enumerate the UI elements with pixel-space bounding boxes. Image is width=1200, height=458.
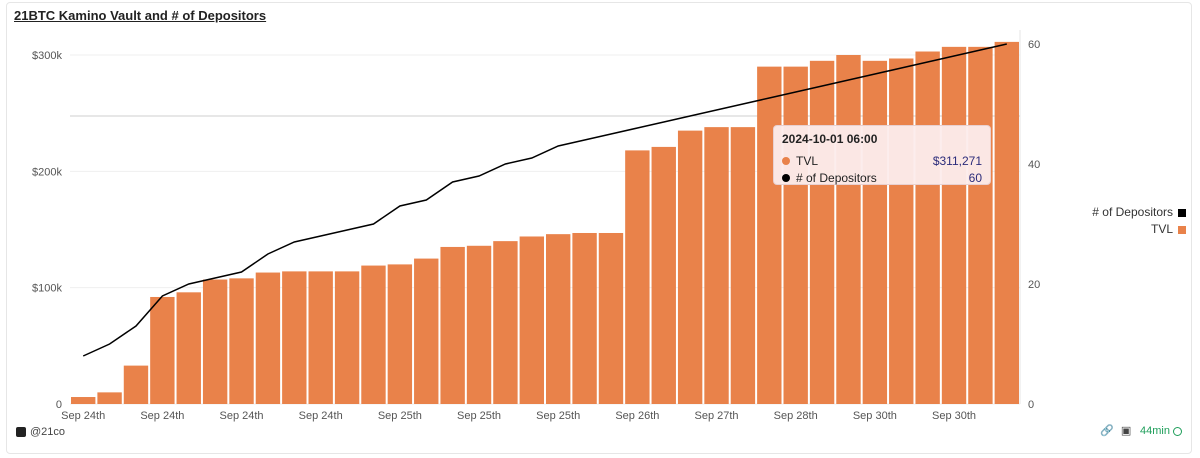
author-handle: @21co xyxy=(30,426,66,438)
tvl-bar xyxy=(97,392,122,404)
x-tick-label: Sep 28th xyxy=(774,410,818,422)
tvl-bar xyxy=(308,271,333,404)
tvl-bar xyxy=(150,296,175,404)
tooltip-dot-tvl xyxy=(782,156,790,165)
tvl-bar xyxy=(889,58,914,405)
legend-item-tvl[interactable]: TVL xyxy=(1092,221,1186,238)
chart-footer-actions: 🔗 ▣ 44min xyxy=(1100,425,1182,437)
tvl-bar xyxy=(809,60,835,405)
tvl-bar xyxy=(334,271,360,404)
tvl-bar xyxy=(651,146,676,405)
y-right-tick-label: 40 xyxy=(1028,159,1040,171)
tooltip-label-depositors: # of Depositors xyxy=(796,170,877,185)
tooltip-value-tvl: $311,271 xyxy=(932,153,982,168)
tvl-bar xyxy=(941,46,967,405)
x-tick-label: Sep 24th xyxy=(299,410,343,422)
legend-item-depositors[interactable]: # of Depositors xyxy=(1092,204,1186,221)
tvl-bar xyxy=(968,46,993,405)
tvl-bar xyxy=(71,397,96,404)
y-right-tick-label: 0 xyxy=(1028,399,1034,411)
tooltip-row-depositors: # of Depositors 60 xyxy=(782,169,982,186)
freshness-text: 44min xyxy=(1140,425,1170,437)
y-left-tick-label: $300k xyxy=(32,50,62,62)
x-tick-label: Sep 24th xyxy=(140,410,184,422)
tvl-bar xyxy=(915,51,940,404)
grid-lines xyxy=(70,30,1021,405)
tvl-bar xyxy=(202,279,228,404)
camera-icon[interactable]: ▣ xyxy=(1120,425,1132,437)
tvl-bar xyxy=(176,292,201,404)
y-right-tick-label: 60 xyxy=(1028,39,1040,51)
tvl-bar xyxy=(361,265,386,404)
depositors-line xyxy=(82,43,1007,357)
y-left-tick-label: $200k xyxy=(32,166,62,178)
tooltip-dot-depositors xyxy=(782,173,790,182)
x-tick-label: Sep 25th xyxy=(457,410,501,422)
tvl-bar xyxy=(677,130,703,404)
tvl-bar xyxy=(440,246,465,404)
x-tick-label: Sep 26th xyxy=(615,410,659,422)
tvl-bar xyxy=(519,236,544,404)
tvl-bar xyxy=(994,41,1019,405)
x-tick-label: Sep 25th xyxy=(378,410,422,422)
x-tick-label: Sep 27th xyxy=(695,410,739,422)
y-right-tick-label: 20 xyxy=(1028,279,1040,291)
tvl-bar xyxy=(466,245,492,404)
tooltip-value-depositors: 60 xyxy=(968,170,982,185)
tvl-bar xyxy=(625,150,650,404)
tvl-bar xyxy=(255,272,281,404)
x-axis-ticks: Sep 24th Sep 24th Sep 24th Sep 24th Sep 25th… xyxy=(61,410,976,422)
tvl-bar xyxy=(546,234,571,404)
tvl-bar xyxy=(783,66,808,404)
x-tick-label: Sep 30th xyxy=(853,410,897,422)
tooltip-label-tvl: TVL xyxy=(796,153,819,168)
tvl-bar xyxy=(836,55,861,404)
left-axis-ticks: 0 $100k $200k $300k xyxy=(32,50,62,411)
check-circle-icon xyxy=(1173,426,1182,436)
chart-tooltip: 2024-10-01 06:00 TVL $311,271 # of Depos… xyxy=(773,125,991,185)
tvl-bars xyxy=(71,41,1019,405)
tvl-bar xyxy=(282,271,307,404)
freshness-badge: 44min xyxy=(1140,425,1182,437)
legend-swatch-tvl xyxy=(1178,225,1186,234)
tvl-bar xyxy=(414,258,439,404)
depositors-series-line xyxy=(82,43,1007,357)
x-tick-label: Sep 24th xyxy=(220,410,264,422)
tvl-bar xyxy=(730,127,756,405)
right-axis-ticks: 0 20 40 60 xyxy=(1028,39,1040,411)
tvl-bar xyxy=(229,278,254,404)
y-left-tick-label: 0 xyxy=(56,399,62,411)
author-avatar-icon xyxy=(16,427,26,437)
author-link[interactable]: @21co xyxy=(16,426,65,438)
tvl-bar xyxy=(598,232,624,404)
legend-swatch-depositors xyxy=(1178,208,1186,217)
chart-legend: # of Depositors TVL xyxy=(1092,204,1186,238)
x-tick-label: Sep 24th xyxy=(61,410,105,422)
chart-title[interactable]: 21BTC Kamino Vault and # of Depositors xyxy=(14,8,267,23)
tvl-bar xyxy=(123,365,149,404)
chart-card xyxy=(6,2,1192,454)
tvl-bar xyxy=(493,241,518,404)
legend-label-tvl: TVL xyxy=(1150,222,1173,236)
tvl-bar xyxy=(572,232,597,404)
link-icon[interactable]: 🔗 xyxy=(1100,425,1114,437)
tooltip-row-tvl: TVL $311,271 xyxy=(782,152,982,169)
tvl-bar xyxy=(862,60,888,405)
legend-label-depositors: # of Depositors xyxy=(1092,205,1173,219)
tvl-bar xyxy=(704,127,729,405)
x-tick-label: Sep 25th xyxy=(536,410,580,422)
y-left-tick-label: $100k xyxy=(32,283,62,295)
tvl-bar xyxy=(757,66,782,404)
x-tick-label: Sep 30th xyxy=(932,410,976,422)
tooltip-title: 2024-10-01 06:00 xyxy=(782,132,878,146)
tvl-bar xyxy=(387,264,413,404)
